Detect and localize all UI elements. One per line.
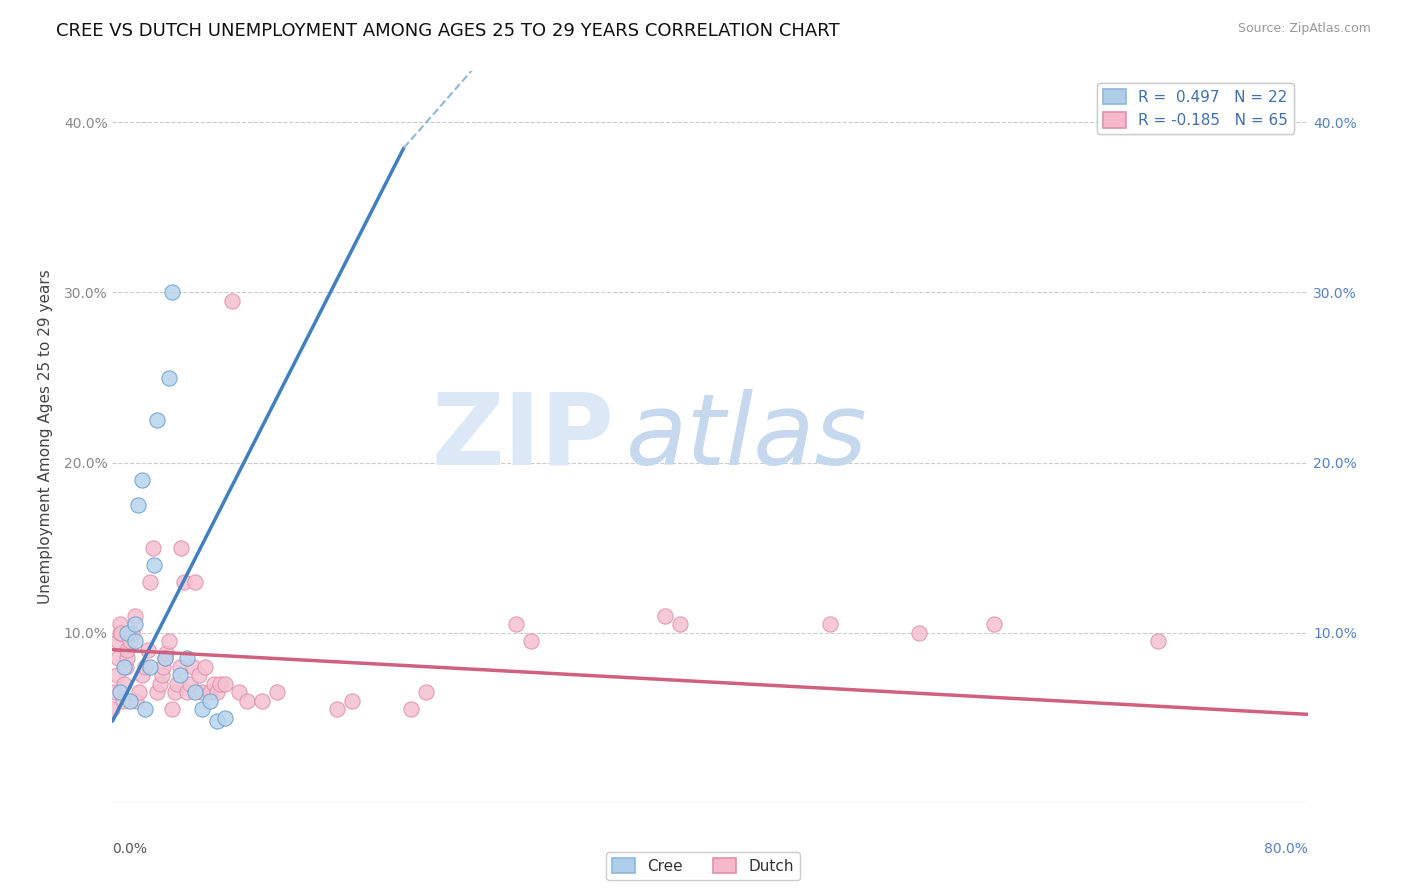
Text: CREE VS DUTCH UNEMPLOYMENT AMONG AGES 25 TO 29 YEARS CORRELATION CHART: CREE VS DUTCH UNEMPLOYMENT AMONG AGES 25… xyxy=(56,22,839,40)
Point xyxy=(128,685,150,699)
Point xyxy=(228,685,250,699)
Point xyxy=(131,668,153,682)
Point xyxy=(139,659,162,673)
Point xyxy=(138,642,160,657)
Point xyxy=(181,659,204,673)
Point xyxy=(114,659,135,673)
Legend: Cree, Dutch: Cree, Dutch xyxy=(606,852,800,880)
Point xyxy=(117,642,139,657)
Point xyxy=(179,677,201,691)
Point xyxy=(176,651,198,665)
Point xyxy=(415,685,437,699)
Point xyxy=(818,617,841,632)
Point xyxy=(214,677,236,691)
Point xyxy=(520,634,543,648)
Point xyxy=(173,574,195,589)
Point xyxy=(505,617,527,632)
Point xyxy=(162,285,183,300)
Point xyxy=(198,694,221,708)
Point xyxy=(146,685,169,699)
Text: atlas: atlas xyxy=(627,389,868,485)
Legend: R =  0.497   N = 22, R = -0.185   N = 65: R = 0.497 N = 22, R = -0.185 N = 65 xyxy=(1097,83,1294,135)
Point xyxy=(124,608,146,623)
Point xyxy=(401,702,423,716)
Point xyxy=(188,668,211,682)
Point xyxy=(115,659,138,673)
Point xyxy=(1147,634,1170,648)
Point xyxy=(107,634,129,648)
Point xyxy=(125,694,148,708)
Point xyxy=(110,625,132,640)
Point xyxy=(121,625,143,640)
Point xyxy=(127,498,149,512)
Point xyxy=(111,694,134,708)
Point xyxy=(669,617,692,632)
Point xyxy=(134,659,156,673)
Point xyxy=(108,625,131,640)
Text: 0.0%: 0.0% xyxy=(112,842,148,855)
Point xyxy=(149,677,172,691)
Point xyxy=(340,694,363,708)
Text: 80.0%: 80.0% xyxy=(1264,842,1308,855)
Point xyxy=(105,668,128,682)
Point xyxy=(153,651,176,665)
Point xyxy=(108,617,131,632)
Point xyxy=(183,685,205,699)
Point xyxy=(165,685,187,699)
Point xyxy=(194,659,217,673)
Point xyxy=(157,634,180,648)
Point xyxy=(150,668,173,682)
Point xyxy=(162,702,183,716)
Point xyxy=(169,659,191,673)
Point xyxy=(191,702,214,716)
Point xyxy=(214,711,236,725)
Point xyxy=(124,617,146,632)
Point xyxy=(131,473,153,487)
Point xyxy=(191,685,214,699)
Point xyxy=(157,370,180,384)
Point xyxy=(176,685,198,699)
Point xyxy=(250,694,273,708)
Point xyxy=(983,617,1005,632)
Text: Source: ZipAtlas.com: Source: ZipAtlas.com xyxy=(1237,22,1371,36)
Point xyxy=(205,685,228,699)
Point xyxy=(117,651,139,665)
Point xyxy=(142,541,165,555)
Point xyxy=(114,677,135,691)
Point xyxy=(198,685,221,699)
Point xyxy=(221,293,243,308)
Point xyxy=(209,677,232,691)
Point xyxy=(155,646,177,660)
Point xyxy=(202,677,225,691)
Point xyxy=(170,541,193,555)
Point xyxy=(325,702,347,716)
Point xyxy=(236,694,259,708)
Point xyxy=(134,702,156,716)
Point xyxy=(143,558,166,572)
Point xyxy=(107,651,129,665)
Point xyxy=(117,625,139,640)
Point xyxy=(654,608,676,623)
Point xyxy=(104,685,127,699)
Point xyxy=(266,685,288,699)
Point xyxy=(139,574,162,589)
Point xyxy=(146,413,169,427)
Point xyxy=(169,668,191,682)
Point xyxy=(908,625,931,640)
Text: ZIP: ZIP xyxy=(432,389,614,485)
Point xyxy=(120,634,142,648)
Point xyxy=(205,714,228,728)
Point xyxy=(152,659,174,673)
Point xyxy=(101,702,124,716)
Point xyxy=(166,677,188,691)
Point xyxy=(108,685,131,699)
Point xyxy=(120,694,142,708)
Point xyxy=(153,651,176,665)
Point xyxy=(183,574,205,589)
Y-axis label: Unemployment Among Ages 25 to 29 years: Unemployment Among Ages 25 to 29 years xyxy=(38,269,52,605)
Point xyxy=(124,634,146,648)
